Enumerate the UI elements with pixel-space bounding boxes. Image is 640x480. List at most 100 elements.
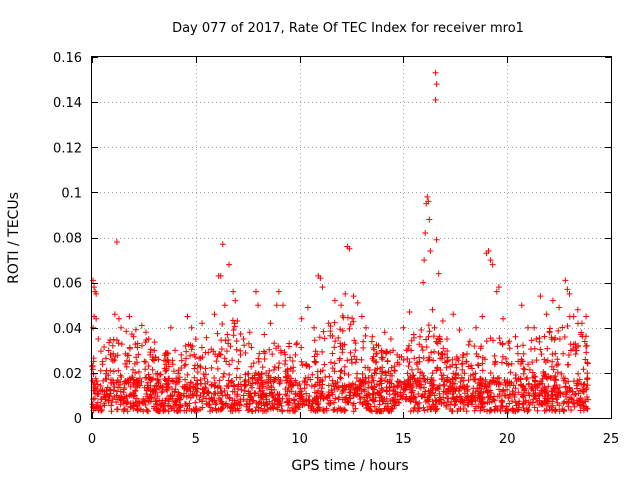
data-point — [541, 370, 548, 377]
data-point — [541, 407, 548, 414]
data-point — [449, 376, 456, 383]
data-point — [369, 355, 376, 362]
data-point — [440, 372, 447, 379]
data-point — [507, 369, 514, 376]
data-point — [488, 390, 495, 397]
data-point — [147, 398, 154, 405]
data-point — [187, 352, 194, 359]
data-point — [107, 351, 114, 358]
data-point — [259, 364, 266, 371]
data-point — [564, 388, 571, 395]
data-point — [500, 315, 507, 322]
data-point — [287, 354, 294, 361]
data-point — [519, 391, 526, 398]
data-point — [439, 317, 446, 324]
data-point — [544, 345, 551, 352]
data-point — [485, 248, 492, 255]
data-point — [420, 355, 427, 362]
data-point — [176, 395, 183, 402]
data-point — [481, 406, 488, 413]
data-point — [111, 311, 118, 318]
data-point — [435, 386, 442, 393]
data-point — [480, 388, 487, 395]
data-point — [156, 397, 163, 404]
data-point — [384, 378, 391, 385]
data-point — [374, 390, 381, 397]
data-point — [560, 350, 567, 357]
data-point — [443, 364, 450, 371]
data-point — [578, 381, 585, 388]
data-point — [487, 369, 494, 376]
data-point — [104, 384, 111, 391]
data-point — [285, 384, 292, 391]
data-point — [161, 365, 168, 372]
data-point — [182, 342, 189, 349]
data-point — [270, 366, 277, 373]
data-point — [490, 396, 497, 403]
data-point — [102, 355, 109, 362]
data-point — [96, 404, 103, 411]
data-point — [578, 320, 585, 327]
data-point — [464, 394, 471, 401]
data-point — [283, 374, 290, 381]
data-point — [286, 340, 293, 347]
data-point — [243, 398, 250, 405]
data-point — [425, 198, 432, 205]
data-point — [584, 375, 591, 382]
data-point — [311, 324, 318, 331]
data-point — [452, 361, 459, 368]
data-point — [132, 399, 139, 406]
data-point — [204, 378, 211, 385]
data-point — [580, 388, 587, 395]
data-point — [332, 395, 339, 402]
data-point — [485, 387, 492, 394]
data-point — [93, 290, 100, 297]
data-point — [479, 367, 486, 374]
data-point — [477, 398, 484, 405]
data-point — [460, 351, 467, 358]
data-point — [346, 381, 353, 388]
data-point — [156, 408, 163, 415]
data-point — [250, 360, 257, 367]
data-point — [329, 365, 336, 372]
data-point — [266, 346, 273, 353]
data-point — [480, 399, 487, 406]
data-point — [479, 360, 486, 367]
data-point — [163, 386, 170, 393]
data-point — [342, 394, 349, 401]
data-point — [117, 393, 124, 400]
data-point — [443, 403, 450, 410]
data-point — [564, 286, 571, 293]
data-point — [556, 304, 563, 311]
data-point — [101, 400, 108, 407]
data-point — [350, 400, 357, 407]
data-point — [134, 340, 141, 347]
data-point — [247, 393, 254, 400]
data-point — [411, 394, 418, 401]
data-point — [288, 375, 295, 382]
data-point — [294, 340, 301, 347]
data-point — [231, 400, 238, 407]
data-point — [196, 355, 203, 362]
data-point — [346, 325, 353, 332]
data-point — [387, 336, 394, 343]
data-point — [427, 248, 434, 255]
data-point — [471, 343, 478, 350]
data-point — [91, 395, 98, 402]
data-point — [322, 374, 329, 381]
data-point — [161, 376, 168, 383]
data-point — [122, 350, 129, 357]
data-point — [211, 383, 218, 390]
data-point — [339, 327, 346, 334]
data-point — [558, 370, 565, 377]
data-point — [555, 361, 562, 368]
data-point — [198, 381, 205, 388]
data-point — [544, 398, 551, 405]
data-point — [392, 388, 399, 395]
data-point — [304, 304, 311, 311]
data-point — [283, 379, 290, 386]
data-point — [327, 359, 334, 366]
data-point — [234, 317, 241, 324]
data-point — [344, 314, 351, 321]
data-point — [412, 378, 419, 385]
